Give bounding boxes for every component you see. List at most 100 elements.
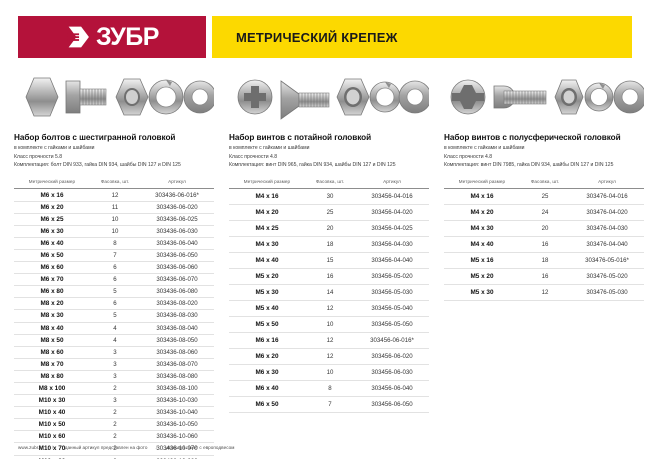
- table-row: M6 x 60 6 303436-06-060: [14, 261, 214, 275]
- cell-size: M8 x 20: [14, 297, 90, 311]
- cell-quantity: 15: [305, 252, 355, 270]
- table-row: M10 x 70 2 303436-10-070: [14, 442, 214, 456]
- cell-quantity: 20: [520, 220, 570, 238]
- header-quantity: Фасовка, шт.: [530, 179, 560, 185]
- table-row: M4 x 16 30 303456-04-016: [229, 188, 429, 206]
- cell-size: M4 x 16: [444, 188, 520, 206]
- cell-size: M6 x 60: [14, 261, 90, 275]
- table-row: M5 x 50 10 303456-05-050: [229, 316, 429, 334]
- cell-article: 303456-04-030: [355, 236, 429, 254]
- table-row: M8 x 80 3 303436-08-080: [14, 370, 214, 383]
- column-subtitle-kit: в комплекте с гайками и шайбами: [229, 145, 310, 152]
- footer-divider-1: /: [51, 445, 54, 450]
- cell-quantity: 12: [520, 284, 570, 302]
- cell-quantity: 8: [90, 237, 140, 250]
- page-title: МЕТРИЧЕСКИЙ КРЕПЕЖ: [236, 29, 398, 45]
- cell-article: 303456-04-025: [355, 220, 429, 238]
- table-row: M8 x 40 4 303436-08-040: [14, 322, 214, 335]
- cell-quantity: 20: [305, 220, 355, 238]
- cell-article: 303436-06-060: [140, 261, 214, 275]
- table-row: M6 x 16 12 303436-06-016*: [14, 188, 214, 202]
- header-size: Метрический размер: [243, 179, 291, 185]
- cell-size: M8 x 60: [14, 346, 90, 359]
- cell-quantity: 12: [305, 300, 355, 318]
- cell-article: 303476-04-040: [570, 236, 644, 254]
- hex-bolt-nut-washers-photo: [14, 72, 214, 128]
- table-row: M6 x 30 10 303456-06-030: [229, 364, 429, 382]
- cell-size: M8 x 30: [14, 309, 90, 323]
- cell-article: 303456-06-030: [355, 364, 429, 382]
- cell-size: M8 x 70: [14, 358, 90, 371]
- table-header-row: Метрический размер Фасовка, шт. Артикул: [444, 176, 644, 189]
- brand-logo: ЗУБР: [18, 16, 206, 58]
- cell-size: M6 x 20: [229, 348, 305, 366]
- footer-divider-2: /: [155, 445, 158, 450]
- table-row: M4 x 30 20 303476-04-030: [444, 220, 644, 238]
- column-strength-class: Класс прочности 4.8: [229, 153, 278, 160]
- cell-size: M4 x 40: [229, 252, 305, 270]
- column-title: Набор винтов с потайной головкой: [229, 133, 372, 142]
- zubr-arrow-logo-icon: [65, 24, 91, 50]
- cell-article: 303436-08-100: [140, 382, 214, 396]
- column-strength-class: Класс прочности 5.8: [14, 153, 63, 160]
- table-row: M8 x 50 4 303436-08-050: [14, 334, 214, 347]
- cell-quantity: 12: [305, 348, 355, 366]
- table-row: M4 x 20 24 303476-04-020: [444, 204, 644, 222]
- cell-size: M10 x 80: [14, 455, 90, 459]
- cell-article: 303456-06-016*: [355, 332, 429, 350]
- cell-size: M6 x 20: [14, 201, 90, 214]
- cell-size: M4 x 20: [444, 204, 520, 222]
- spec-table-hex-bolts: Метрический размер Фасовка, шт. Артикул …: [14, 176, 214, 459]
- cell-article: 303436-06-040: [140, 237, 214, 250]
- cell-article: 303456-04-020: [355, 204, 429, 222]
- product-column-countersunk-screws: Набор винтов с потайной головкой в компл…: [229, 72, 429, 414]
- cell-size: M4 x 30: [444, 220, 520, 238]
- product-column-hex-bolts: Набор болтов с шестигранной головкой в к…: [14, 72, 214, 459]
- cell-article: 303436-08-020: [140, 297, 214, 311]
- cell-article: 303456-04-040: [355, 252, 429, 270]
- cell-size: M6 x 25: [14, 213, 90, 226]
- footer-note-photo: * данный артикул представлен на фото: [61, 445, 148, 450]
- cell-size: M6 x 50: [14, 249, 90, 263]
- cell-size: M4 x 20: [229, 204, 305, 222]
- header-article: Артикул: [598, 179, 616, 185]
- cell-article: 303436-08-040: [140, 322, 214, 335]
- column-contents-din: Комплектация: болт DIN 933, гайка DIN 93…: [14, 162, 181, 169]
- page-title-banner: МЕТРИЧЕСКИЙ КРЕПЕЖ: [212, 16, 632, 58]
- cell-article: 303476-05-016*: [570, 252, 644, 270]
- column-title: Набор болтов с шестигранной головкой: [14, 133, 176, 142]
- table-header-row: Метрический размер Фасовка, шт. Артикул: [14, 176, 214, 189]
- product-column-pan-head-screws: Набор винтов с полусферической головкой …: [444, 72, 644, 302]
- spec-table-body: M6 x 16 12 303436-06-016* M6 x 20 11 303436-0…: [14, 188, 214, 459]
- cell-size: M4 x 25: [229, 220, 305, 238]
- cell-article: 303436-06-030: [140, 225, 214, 238]
- table-row: M10 x 40 2 303436-10-040: [14, 406, 214, 420]
- table-row: M4 x 20 25 303456-04-020: [229, 204, 429, 222]
- cell-article: 303436-08-050: [140, 334, 214, 347]
- cell-quantity: 3: [90, 394, 140, 408]
- cell-size: M6 x 40: [14, 237, 90, 250]
- table-row: M10 x 802303436-10-080: [14, 455, 214, 459]
- cell-article: 303436-08-080: [140, 370, 214, 383]
- cell-size: M8 x 100: [14, 382, 90, 396]
- footer-note-packaging: упаковка пакет с европодвесом: [165, 445, 235, 450]
- cell-quantity: 25: [520, 188, 570, 206]
- cell-article: 303456-04-016: [355, 188, 429, 206]
- table-row: M6 x 16 12 303456-06-016*: [229, 332, 429, 350]
- cell-article: 303476-04-016: [570, 188, 644, 206]
- cell-article: 303456-06-050: [355, 396, 429, 414]
- table-row: M4 x 30 18 303456-04-030: [229, 236, 429, 254]
- brand-name: ЗУБР: [96, 22, 159, 51]
- cell-quantity: 30: [305, 188, 355, 206]
- table-header-row: Метрический размер Фасовка, шт. Артикул: [229, 176, 429, 189]
- header-article: Артикул: [168, 179, 186, 185]
- cell-article: 303436-06-070: [140, 273, 214, 287]
- header-quantity: Фасовка, шт.: [315, 179, 345, 185]
- table-row: M4 x 40 15 303456-04-040: [229, 252, 429, 270]
- cell-quantity: 6: [90, 261, 140, 275]
- table-row: M8 x 100 2 303436-08-100: [14, 382, 214, 396]
- footer-website[interactable]: www.zubr.ru: [18, 445, 44, 450]
- cell-quantity: 3: [90, 358, 140, 371]
- cell-quantity: 8: [305, 380, 355, 398]
- cell-quantity: 5: [90, 285, 140, 299]
